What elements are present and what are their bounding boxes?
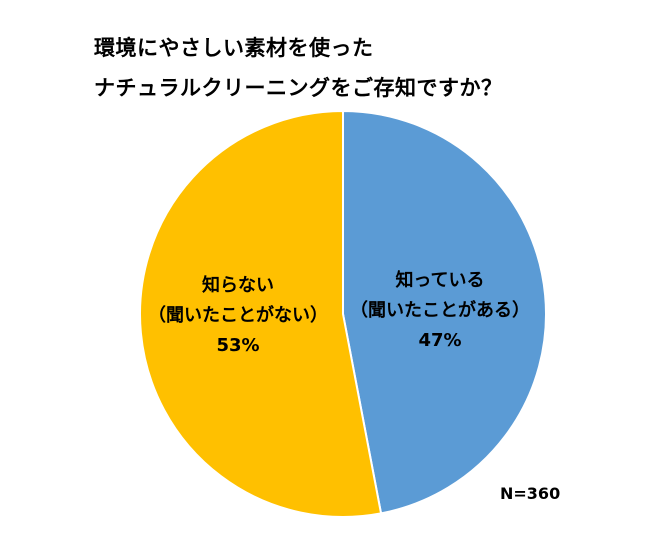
pie-slice-1 [139,109,383,518]
slice-label-1-line-1: （聞いたことがない） [148,304,328,326]
pie-slice-0 [342,109,547,515]
slice-label-1-line-0: 知らない [202,274,274,296]
chart-title-line-2: ナチュラルクリーニングをご存知ですか？ [94,76,503,100]
slice-label-0-line-0: 知っている [395,269,484,291]
sample-size-note: N=360 [500,484,561,503]
slice-value-label-1: 53% [216,335,259,356]
slice-label-0-line-1: （聞いたことがある） [350,299,530,321]
chart-title-line-1: 環境にやさしい素材を使った [94,36,374,60]
slice-value-label-0: 47% [418,330,461,351]
